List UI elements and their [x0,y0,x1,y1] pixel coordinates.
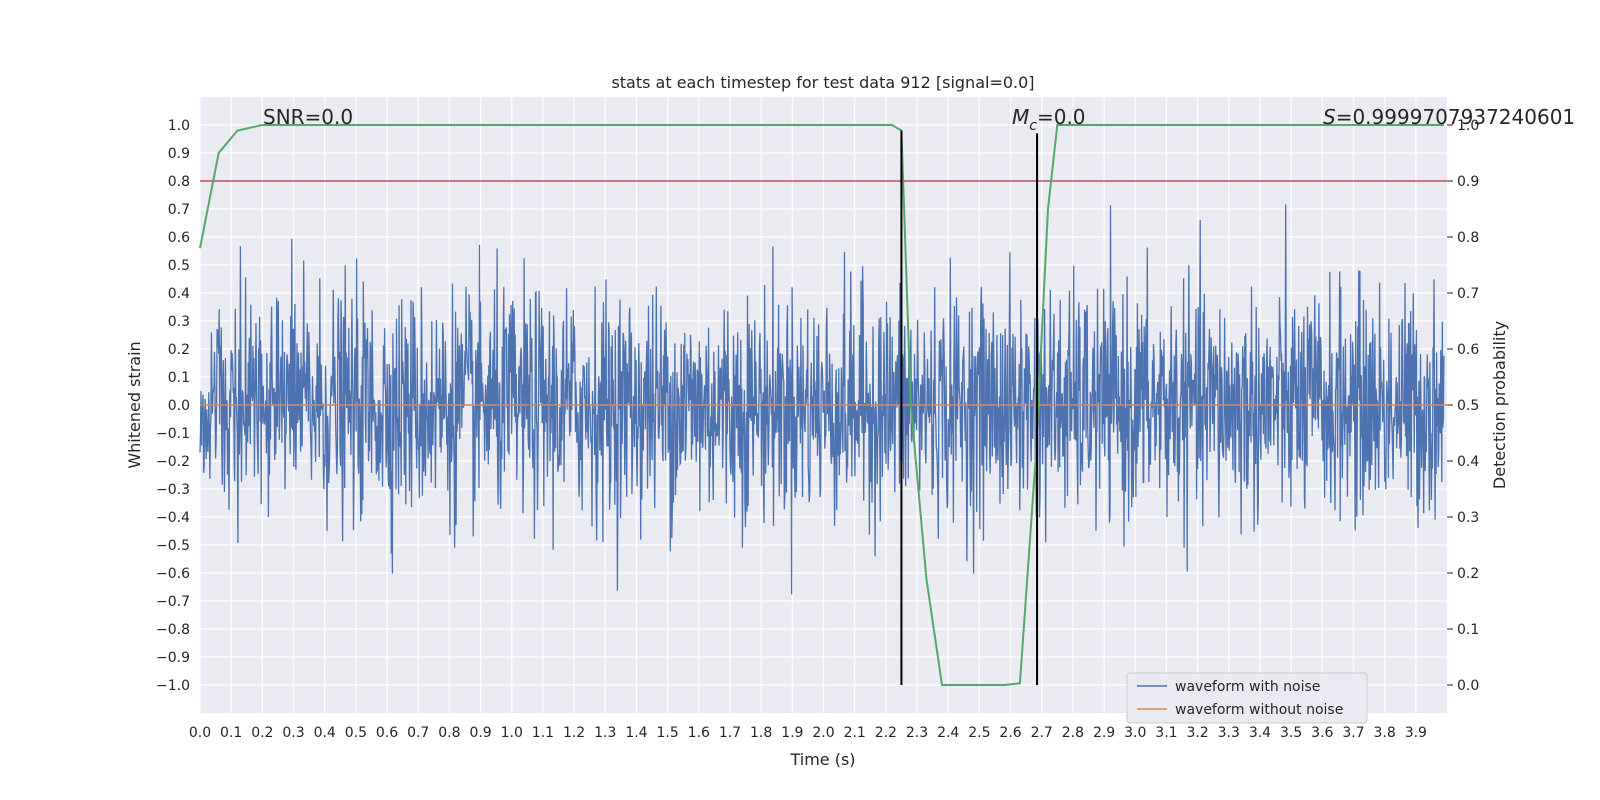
x-tick-label: 1.8 [750,725,772,741]
x-tick-label: 3.0 [1124,725,1146,741]
y-tick-label-left: 0.1 [168,370,190,386]
legend: waveform with noise waveform without noi… [1126,672,1368,724]
series-waveform-with-noise [199,204,1445,595]
x-tick-label: 1.4 [625,725,647,741]
s-symbol: S [1323,105,1336,129]
x-axis-label: Time (s) [789,750,855,769]
y-tick-label-left: 0.9 [168,146,190,162]
y-axis-right-label: Detection probability [1490,321,1509,489]
x-tick-label: 0.4 [314,725,336,741]
s-annotation: S=0.9999707937240601 [1323,105,1575,129]
x-tick-label: 0.3 [282,725,304,741]
x-tick-label: 2.0 [812,725,834,741]
x-tick-label: 1.5 [656,725,678,741]
y-tick-label-left: −1.0 [156,678,190,694]
y-tick-label-left: −0.1 [156,426,190,442]
x-tick-label: 0.1 [220,725,242,741]
y-tick-label-left: −0.5 [156,538,190,554]
x-axis-ticks: 0.0 0.1 0.2 0.3 0.4 0.5 0.6 0.7 0.8 0.9 1.0 1.1 1.2 1… [189,725,1427,741]
x-tick-label: 1.1 [532,725,554,741]
y-tick-label-left: −0.2 [156,454,190,470]
x-tick-label: 1.9 [781,725,803,741]
x-tick-label: 0.2 [251,725,273,741]
y-axis-right-ticks: 1.0 0.9 0.8 0.7 0.6 0.5 0.4 0.3 0.2 0.1 0.0 [1447,118,1479,694]
y-tick-label-right: 0.1 [1457,622,1479,638]
x-tick-label: 2.7 [1031,725,1053,741]
y-tick-label-right: 0.4 [1457,454,1479,470]
x-tick-label: 0.5 [345,725,367,741]
x-tick-label: 1.6 [688,725,710,741]
y-tick-label-left: 0.4 [168,286,190,302]
x-tick-label: 0.6 [376,725,398,741]
y-tick-label-left: −0.4 [156,510,190,526]
y-tick-label-right: 0.8 [1457,230,1479,246]
y-tick-label-right: 0.3 [1457,510,1479,526]
x-tick-label: 2.9 [1093,725,1115,741]
x-tick-label: 3.5 [1280,725,1302,741]
y-tick-label-left: 0.5 [168,258,190,274]
y-tick-label-left: 0.3 [168,314,190,330]
detection-probability-line [199,124,1444,686]
snr-annotation: SNR=0.0 [263,105,353,129]
x-tick-label: 1.7 [719,725,741,741]
x-tick-label: 3.1 [1155,725,1177,741]
x-tick-label: 3.3 [1218,725,1240,741]
y-tick-label-right: 0.2 [1457,566,1479,582]
y-tick-label-left: −0.7 [156,594,190,610]
x-tick-label: 2.4 [937,725,959,741]
y-tick-label-left: 0.0 [168,398,190,414]
x-tick-label: 3.7 [1342,725,1364,741]
x-tick-label: 1.2 [563,725,585,741]
x-tick-label: 2.3 [906,725,928,741]
x-tick-label: 2.1 [844,725,866,741]
x-tick-label: 0.9 [469,725,491,741]
y-axis-left-ticks: 1.0 0.9 0.8 0.7 0.6 0.5 0.4 0.3 0.2 0.1 0.0 −0.1 −0.… [156,118,190,694]
x-tick-label: 3.6 [1311,725,1333,741]
y-tick-label-right: 1.0 [1457,118,1479,134]
legend-box [1126,672,1368,724]
legend-label-clean: waveform without noise [1175,702,1343,718]
y-tick-label-left: −0.9 [156,650,190,666]
y-tick-label-left: −0.3 [156,482,190,498]
y-tick-label-right: 0.5 [1457,398,1479,414]
x-tick-label: 3.4 [1249,725,1271,741]
y-tick-label-right: 0.7 [1457,286,1479,302]
y-tick-label-right: 0.6 [1457,342,1479,358]
y-tick-label-right: 0.0 [1457,678,1479,694]
x-tick-label: 0.8 [438,725,460,741]
y-tick-label-left: 0.8 [168,174,190,190]
y-tick-label-left: 1.0 [168,118,190,134]
x-tick-label: 2.2 [875,725,897,741]
x-tick-label: 1.0 [501,725,523,741]
overlay-lines [199,124,1447,686]
x-tick-label: 2.8 [1062,725,1084,741]
mc-annotation: Mc=0.0 [1012,105,1086,134]
y-tick-label-left: −0.8 [156,622,190,638]
y-tick-label-left: 0.2 [168,342,190,358]
mc-value: =0.0 [1037,105,1086,129]
noise-path [199,204,1445,595]
s-value: =0.9999707937240601 [1336,105,1575,129]
y-tick-label-right: 0.9 [1457,174,1479,190]
x-tick-label: 1.3 [594,725,616,741]
x-tick-label: 0.0 [189,725,211,741]
x-tick-label: 3.9 [1405,725,1427,741]
mc-subscript: c [1029,118,1037,134]
x-tick-label: 2.5 [968,725,990,741]
y-axis-left-label: Whitened strain [125,341,144,468]
y-tick-label-left: 0.6 [168,230,190,246]
x-tick-label: 3.8 [1374,725,1396,741]
x-tick-label: 2.6 [999,725,1021,741]
y-tick-label-left: −0.6 [156,566,190,582]
y-tick-label-left: 0.7 [168,202,190,218]
legend-label-noise: waveform with noise [1175,679,1320,695]
x-tick-label: 0.7 [407,725,429,741]
mc-symbol: M [1012,105,1029,129]
x-tick-label: 3.2 [1186,725,1208,741]
chart-title: stats at each timestep for test data 912… [611,73,1034,92]
